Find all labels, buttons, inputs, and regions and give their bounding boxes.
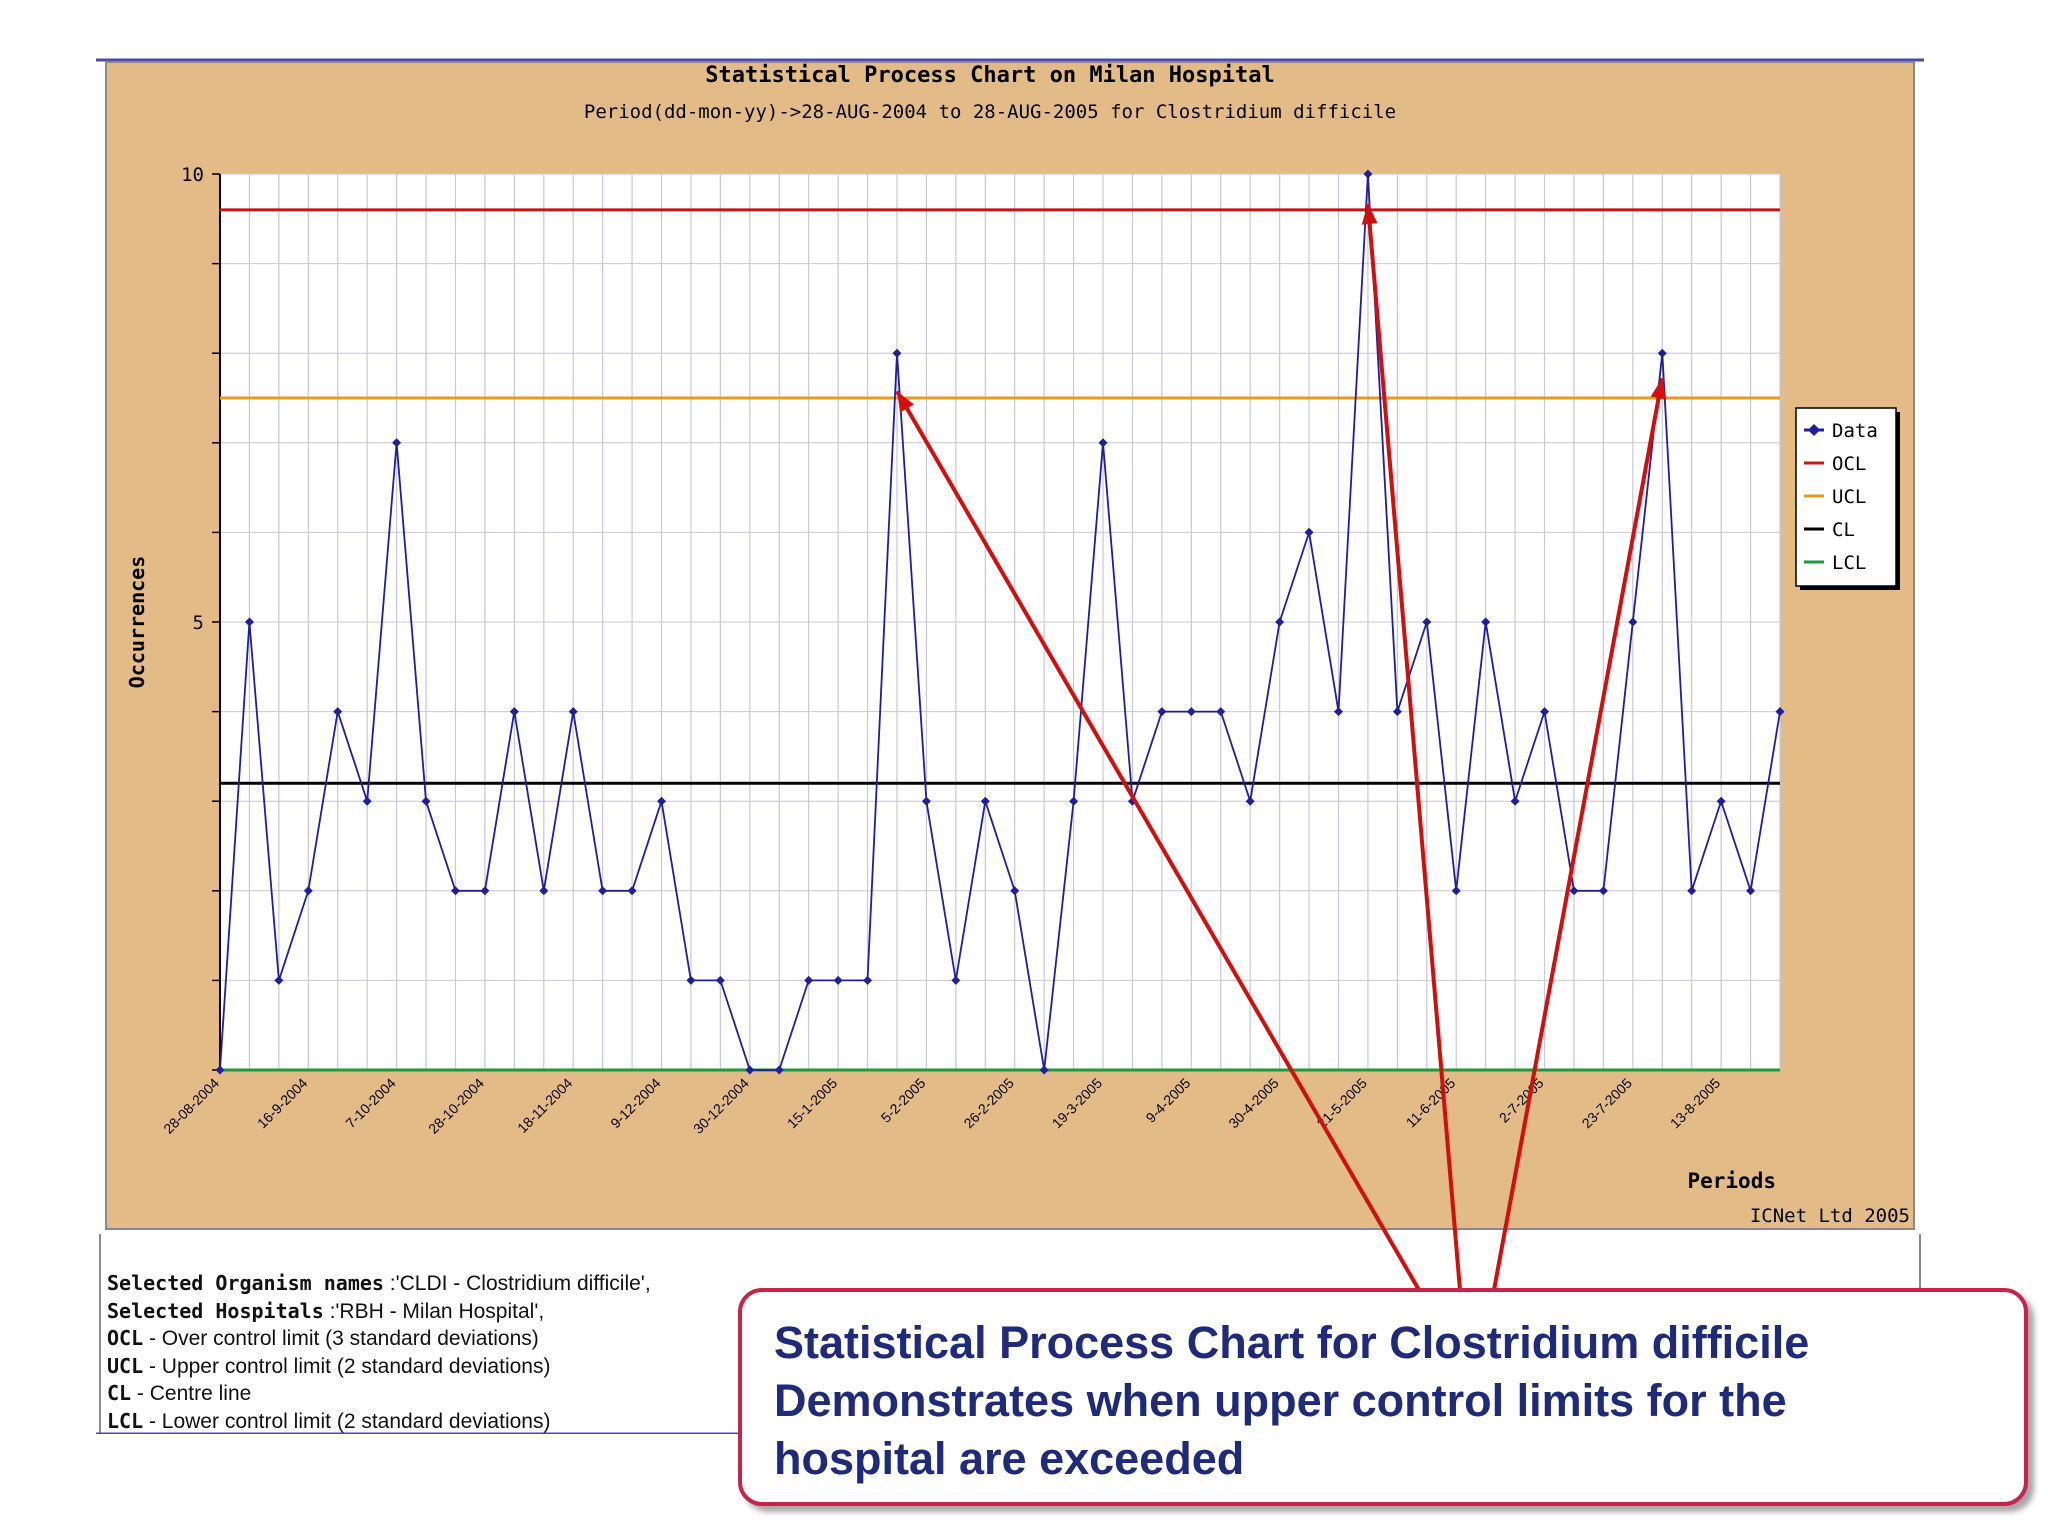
data-point [804, 975, 814, 985]
y-axis-label: Occurrences [125, 556, 149, 688]
data-point [1657, 348, 1667, 358]
chart-notes: Selected Organism names :'CLDI - Clostri… [107, 1270, 767, 1435]
data-point [1481, 617, 1491, 627]
data-point [598, 886, 608, 896]
data-point [362, 796, 372, 806]
data-point [1422, 617, 1432, 627]
note-key: Selected Organism names [107, 1271, 384, 1295]
y-tick-label: 5 [193, 612, 204, 634]
annotation-arrow [1492, 377, 1665, 1291]
annotation-arrow [895, 390, 1421, 1292]
data-point [539, 886, 549, 896]
data-point [980, 796, 990, 806]
data-point [1363, 169, 1373, 179]
callout-text: Statistical Process Chart for Clostridiu… [774, 1314, 2004, 1488]
data-point [333, 707, 343, 717]
note-text: :'CLDI - Clostridium difficile', [383, 1272, 651, 1295]
note-text: - Centre line [131, 1382, 252, 1405]
data-point [480, 886, 490, 896]
data-point [1333, 707, 1343, 717]
data-point [1275, 617, 1285, 627]
data-point [657, 796, 667, 806]
annotation-arrowhead [1650, 378, 1667, 400]
data-point [568, 707, 578, 717]
data-point [1451, 886, 1461, 896]
data-point [627, 886, 637, 896]
callout-line: hospital are exceeded [774, 1433, 1245, 1484]
data-point [1039, 1065, 1049, 1075]
note-ocl: OCL - Over control limit (3 standard dev… [107, 1325, 767, 1353]
data-point [1392, 707, 1402, 717]
callout-line: Statistical Process Chart for Clostridiu… [774, 1317, 1810, 1368]
annotation-arrow [1365, 203, 1462, 1291]
data-point [1540, 707, 1550, 717]
x-axis-label: Periods [1687, 1169, 1776, 1193]
note-key: UCL [107, 1353, 144, 1378]
chart-title: Statistical Process Chart on Milan Hospi… [705, 63, 1275, 88]
legend-label: UCL [1832, 486, 1866, 508]
note-text: :'RBH - Milan Hospital', [323, 1299, 545, 1323]
data-point [1098, 438, 1108, 448]
legend-marker [1808, 424, 1820, 436]
data-point [1746, 886, 1756, 896]
callout-box: Statistical Process Chart for Clostridiu… [738, 1288, 2028, 1506]
data-point [892, 348, 902, 358]
note-key: Selected Hospitals [107, 1298, 324, 1323]
note-key: CL [107, 1381, 132, 1405]
note-cl: CL - Centre line [107, 1380, 767, 1408]
data-point [1510, 796, 1520, 806]
data-point [715, 975, 725, 985]
y-tick-label: 10 [181, 164, 204, 186]
data-point [1010, 886, 1020, 896]
legend-label: CL [1832, 519, 1855, 541]
legend-label: Data [1832, 420, 1878, 442]
data-point [863, 975, 873, 985]
data-point [686, 975, 696, 985]
data-point [1598, 886, 1608, 896]
data-point [1775, 707, 1785, 717]
note-ucl: UCL - Upper control limit (2 standard de… [107, 1353, 767, 1381]
annotation-arrowhead [1361, 204, 1378, 225]
note-text: - Lower control limit (2 standard deviat… [143, 1409, 551, 1433]
credit-label: ICNet Ltd 2005 [1750, 1205, 1910, 1227]
data-point [215, 1065, 225, 1075]
note-text: - Upper control limit (2 standard deviat… [143, 1354, 551, 1378]
data-point [1069, 796, 1079, 806]
spc-chart: 10 5 Statistical Process Chart on Milan Ho… [96, 58, 1924, 1434]
note-key: OCL [107, 1326, 144, 1350]
data-point [921, 796, 931, 806]
note-lcl: LCL - Lower control limit (2 standard de… [107, 1408, 767, 1436]
data-point [774, 1065, 784, 1075]
data-point [392, 438, 402, 448]
note-text: - Over control limit (3 standard deviati… [143, 1327, 539, 1350]
note-key: LCL [107, 1408, 144, 1433]
data-point [421, 796, 431, 806]
data-point [1157, 707, 1167, 717]
data-point [1245, 796, 1255, 806]
chart-subtitle: Period(dd-mon-yy)->28-AUG-2004 to 28-AUG… [584, 101, 1396, 123]
data-point [1628, 617, 1638, 627]
note-hospitals: Selected Hospitals :'RBH - Milan Hospita… [107, 1298, 767, 1326]
data-point [745, 1065, 755, 1075]
note-organism: Selected Organism names :'CLDI - Clostri… [107, 1270, 767, 1298]
data-series-line [219, 173, 1781, 1071]
legend-label: LCL [1832, 552, 1866, 574]
data-point [951, 975, 961, 985]
annotation-arrowhead [896, 391, 914, 413]
data-point [1716, 796, 1726, 806]
data-point [833, 975, 843, 985]
data-point [450, 886, 460, 896]
data-point [244, 617, 254, 627]
data-point [1569, 886, 1579, 896]
data-point [1304, 527, 1314, 537]
data-point [274, 975, 284, 985]
data-point [1186, 707, 1196, 717]
legend-label: OCL [1832, 453, 1866, 475]
data-point [1687, 886, 1697, 896]
data-point [1216, 707, 1226, 717]
callout-line: Demonstrates when upper control limits f… [774, 1375, 1787, 1426]
data-point [303, 886, 313, 896]
